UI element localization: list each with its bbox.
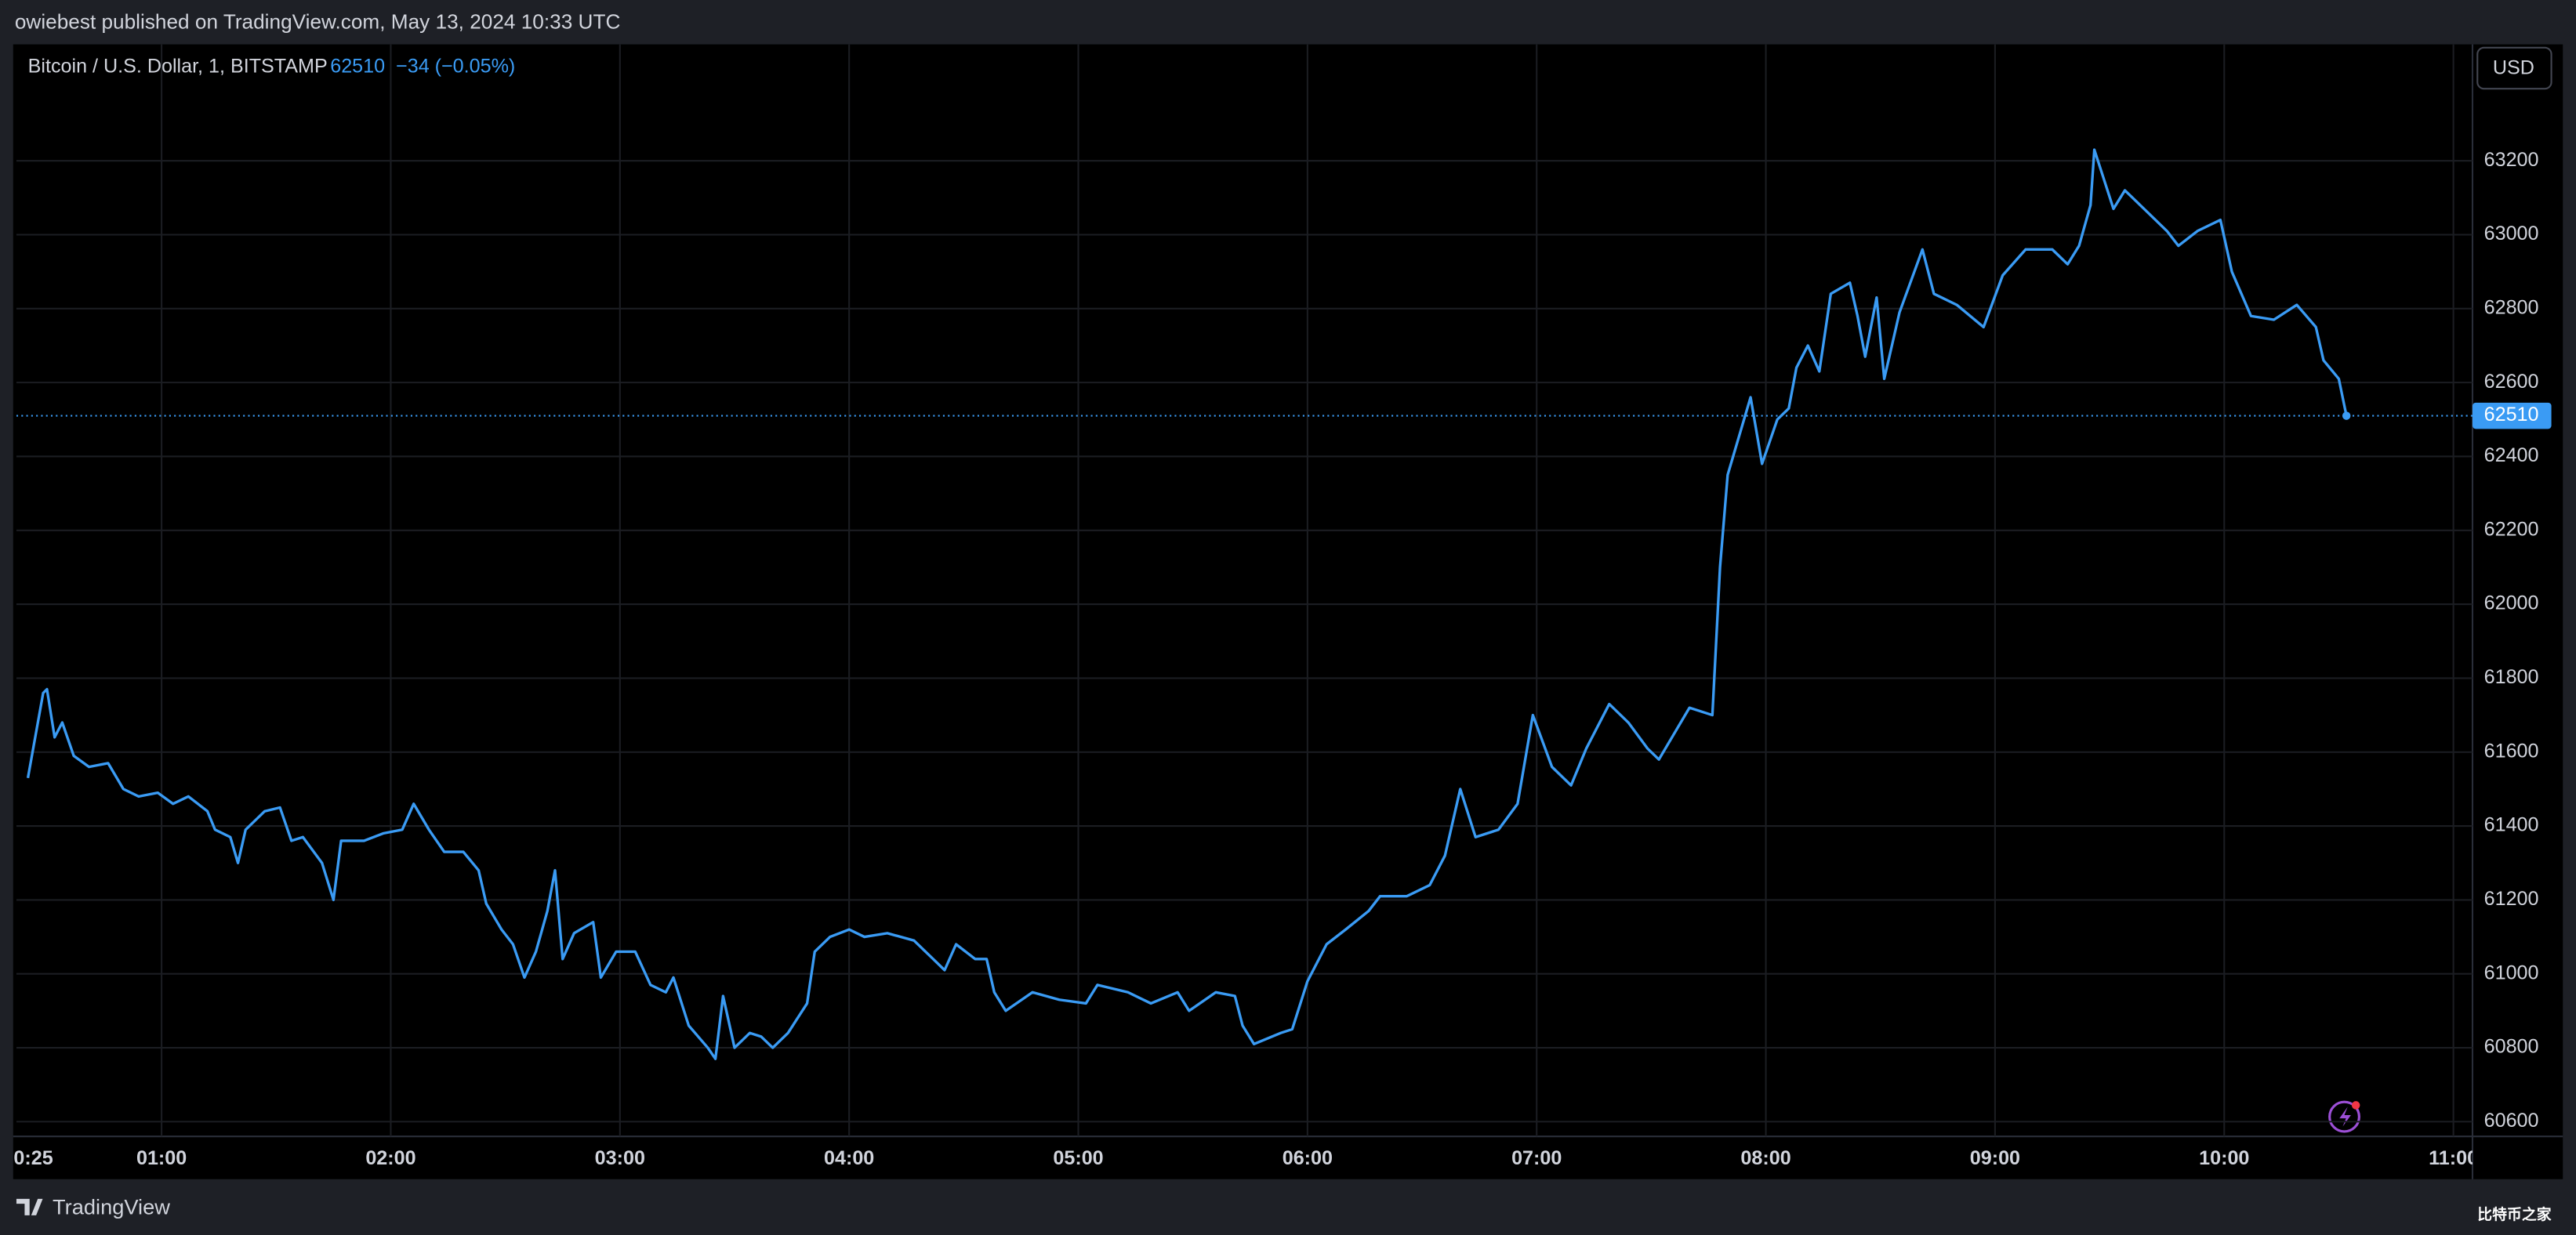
brand-logo [16,1198,43,1215]
price-line [26,148,2348,1060]
chart-panel [13,44,2563,1179]
x-tick-label: 11:00 [2429,1147,2478,1169]
brand: TradingView [16,1195,170,1219]
y-tick-label: 62400 [2484,444,2539,466]
symbol-title: Bitcoin / U.S. Dollar, 1, BITSTAMP [28,56,328,78]
y-tick-label: 62000 [2484,592,2539,614]
y-tick-label: 60600 [2484,1110,2539,1132]
y-tick-label: 61400 [2484,814,2539,836]
x-tick-label: 04:00 [824,1147,874,1169]
y-tick-label: 63200 [2484,149,2539,171]
y-tick-label: 62200 [2484,518,2539,540]
x-axis: 00:25 01:00 02:00 03:00 04:00 05:00 06:00 07:00… [2,1147,2478,1169]
last-point [2342,411,2351,420]
y-tick-label: 61200 [2484,888,2539,910]
x-tick-label: 00:25 [2,1147,53,1169]
publisher-line: owiebest published on TradingView.com, M… [15,9,621,33]
y-tick-label: 61600 [2484,740,2539,762]
price-tag-box [2472,402,2552,429]
x-tick-label: 05:00 [1053,1147,1103,1169]
plot [16,148,2473,1060]
y-tick-label: 61000 [2484,962,2539,983]
price-tag-label: 62510 [2484,404,2539,426]
x-tick-label: 09:00 [1970,1147,2020,1169]
y-tick-label: 62600 [2484,371,2539,393]
x-tick-label: 01:00 [136,1147,187,1169]
flash-dot[interactable] [2351,1101,2360,1110]
y-tick-label: 61800 [2484,666,2539,688]
x-tick-label: 02:00 [365,1147,415,1169]
currency-label[interactable]: USD [2493,57,2534,79]
brand-name: TradingView [53,1195,170,1219]
last-price: 62510 [330,56,385,78]
price-tag: 62510 [2472,402,2552,429]
y-tick-label: 63000 [2484,223,2539,244]
watermark: 比特币之家 [2477,1205,2551,1222]
x-tick-label: 10:00 [2199,1147,2249,1169]
x-tick-label: 03:00 [595,1147,645,1169]
price-change: −34 (−0.05%) [396,56,515,78]
flash-icon[interactable] [2328,1100,2360,1133]
x-tick-label: 06:00 [1283,1147,1333,1169]
x-tick-label: 07:00 [1511,1147,1562,1169]
y-tick-label: 60800 [2484,1036,2539,1058]
y-axis: 60600 60800 61000 61200 61400 61600 61800 62000… [2484,149,2539,1132]
y-tick-label: 62800 [2484,296,2539,318]
x-tick-label: 08:00 [1740,1147,1791,1169]
flash-circle[interactable] [2328,1100,2360,1133]
currency-button[interactable] [2476,46,2552,90]
flash-bolt[interactable] [2339,1106,2351,1127]
